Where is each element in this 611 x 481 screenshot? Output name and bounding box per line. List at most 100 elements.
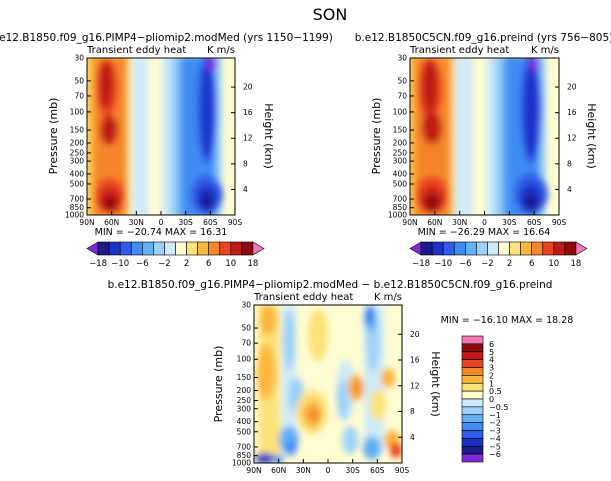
x-tick-label: 30S xyxy=(346,466,361,475)
y-tick-label: 500 xyxy=(237,427,252,436)
height-tick-label: 20 xyxy=(410,330,420,339)
colorbar-swatch xyxy=(130,241,143,256)
x-tick-label: 90N xyxy=(246,466,261,475)
panel-3-subtitle-right: K m/s xyxy=(374,292,402,303)
colorbar-label: 18 xyxy=(248,259,259,269)
y-tick-label: 850 xyxy=(393,203,408,212)
colorbar-label: 10 xyxy=(548,259,559,269)
y-tick-label: 30 xyxy=(241,301,251,310)
y-tick-label: 700 xyxy=(393,195,408,204)
colorbar-swatch xyxy=(531,241,544,256)
colorbar-label: 6 xyxy=(206,259,211,269)
y-tick-label: 200 xyxy=(237,386,252,395)
colorbar-label: 6 xyxy=(489,340,494,349)
colorbar-swatch xyxy=(175,241,187,256)
colorbar-swatch xyxy=(86,241,99,256)
colorbar-swatch xyxy=(461,438,484,447)
panel-1-ylabel-right: Height (km) xyxy=(262,103,275,169)
colorbar-swatch xyxy=(142,241,154,256)
colorbar-swatch xyxy=(476,241,488,256)
y-tick-label: 400 xyxy=(393,169,408,178)
colorbar-swatch xyxy=(465,241,477,256)
y-tick-label: 30 xyxy=(74,54,84,63)
y-tick-label: 150 xyxy=(237,373,252,382)
colorbar-swatch xyxy=(230,241,243,256)
colorbar-swatch xyxy=(186,241,198,256)
x-tick-label: 30N xyxy=(296,466,311,475)
colorbar-swatch xyxy=(252,241,265,256)
colorbar-label: 10 xyxy=(225,259,236,269)
colorbar-swatch xyxy=(97,241,110,256)
colorbar-label: 4 xyxy=(489,356,494,365)
y-tick-label: 300 xyxy=(237,404,252,413)
height-tick-label: 4 xyxy=(243,185,248,194)
panel-1-stats: MIN = −20.74 MAX = 16.31 xyxy=(95,227,228,238)
panel-2-field xyxy=(410,58,559,215)
panel-3-subtitle-left: Transient eddy heat xyxy=(253,292,353,303)
colorbar-label: −6 xyxy=(136,259,149,269)
page-title: SON xyxy=(313,5,348,24)
x-tick-label: 90N xyxy=(79,218,94,227)
colorbar-label: 5 xyxy=(489,348,494,357)
y-tick-label: 50 xyxy=(241,324,251,333)
panel-1-axes: 90N 60N 30N 0 30S 60S 90S 30 50 70 100 150 200250300… xyxy=(65,54,253,228)
colorbar-swatch xyxy=(241,241,254,256)
height-tick-label: 8 xyxy=(410,407,415,416)
colorbar-swatch xyxy=(461,390,484,400)
panel-3: b.e12.B1850.f09_g16.PIMP4−pliomip2.modMe… xyxy=(108,279,574,475)
colorbar-swatch xyxy=(461,343,484,353)
panel-1-field xyxy=(87,58,235,215)
colorbar-swatch xyxy=(461,375,484,384)
colorbar-swatch xyxy=(108,241,121,256)
y-tick-label: 300 xyxy=(70,157,85,166)
colorbar-label: 2 xyxy=(507,259,512,269)
x-tick-label: 0 xyxy=(326,466,331,475)
y-tick-label: 70 xyxy=(74,91,84,100)
y-tick-label: 50 xyxy=(74,76,84,85)
x-tick-label: 60S xyxy=(370,466,385,475)
colorbar-label: −5 xyxy=(489,442,501,451)
panel-3-ylabel-right: Height (km) xyxy=(429,351,442,417)
panel-1: b.e12.B1850.f09_g16.PIMP4−pliomip2.modMe… xyxy=(0,32,333,269)
colorbar-swatch xyxy=(208,241,221,256)
height-tick-label: 8 xyxy=(243,159,248,168)
colorbar-label: −10 xyxy=(111,259,129,269)
colorbar-label: −4 xyxy=(489,434,501,443)
colorbar-swatch xyxy=(409,241,422,256)
y-tick-label: 700 xyxy=(237,442,252,451)
y-tick-label: 1000 xyxy=(388,211,407,220)
colorbar-swatch xyxy=(520,241,532,256)
colorbar-swatch xyxy=(487,241,499,256)
panel-1-colorbar: −18 −10 −6 −2 2 6 10 18 xyxy=(86,241,265,269)
y-tick-label: 150 xyxy=(70,126,85,135)
colorbar-label: 0.5 xyxy=(489,387,502,396)
x-tick-label: 30N xyxy=(129,218,144,227)
panel-1-subtitle-left: Transient eddy heat xyxy=(86,45,186,56)
y-tick-label: 1000 xyxy=(65,211,84,220)
panel-2-subtitle-right: K m/s xyxy=(531,45,559,56)
colorbar-swatch xyxy=(461,430,484,439)
colorbar-label: 1 xyxy=(489,379,494,388)
y-tick-label: 70 xyxy=(241,339,251,348)
colorbar-label: −18 xyxy=(412,259,430,269)
height-tick-label: 8 xyxy=(567,159,572,168)
height-tick-label: 16 xyxy=(243,108,253,117)
colorbar-label: −1 xyxy=(489,411,501,420)
x-tick-label: 60S xyxy=(527,218,542,227)
colorbar-label: −2 xyxy=(481,259,494,269)
panel-3-field xyxy=(254,305,402,463)
colorbar-swatch xyxy=(431,241,444,256)
colorbar-swatch xyxy=(509,241,521,256)
y-tick-label: 250 xyxy=(393,148,408,157)
y-tick-label: 100 xyxy=(237,355,252,364)
x-tick-label: 30N xyxy=(452,218,467,227)
colorbar-swatch xyxy=(461,453,484,463)
y-tick-label: 400 xyxy=(237,417,252,426)
colorbar-swatch xyxy=(542,241,555,256)
colorbar-label: −2 xyxy=(489,419,501,428)
height-tick-label: 20 xyxy=(243,83,253,92)
x-tick-label: 60S xyxy=(203,218,218,227)
colorbar-swatch xyxy=(461,445,484,455)
y-tick-label: 700 xyxy=(70,195,85,204)
